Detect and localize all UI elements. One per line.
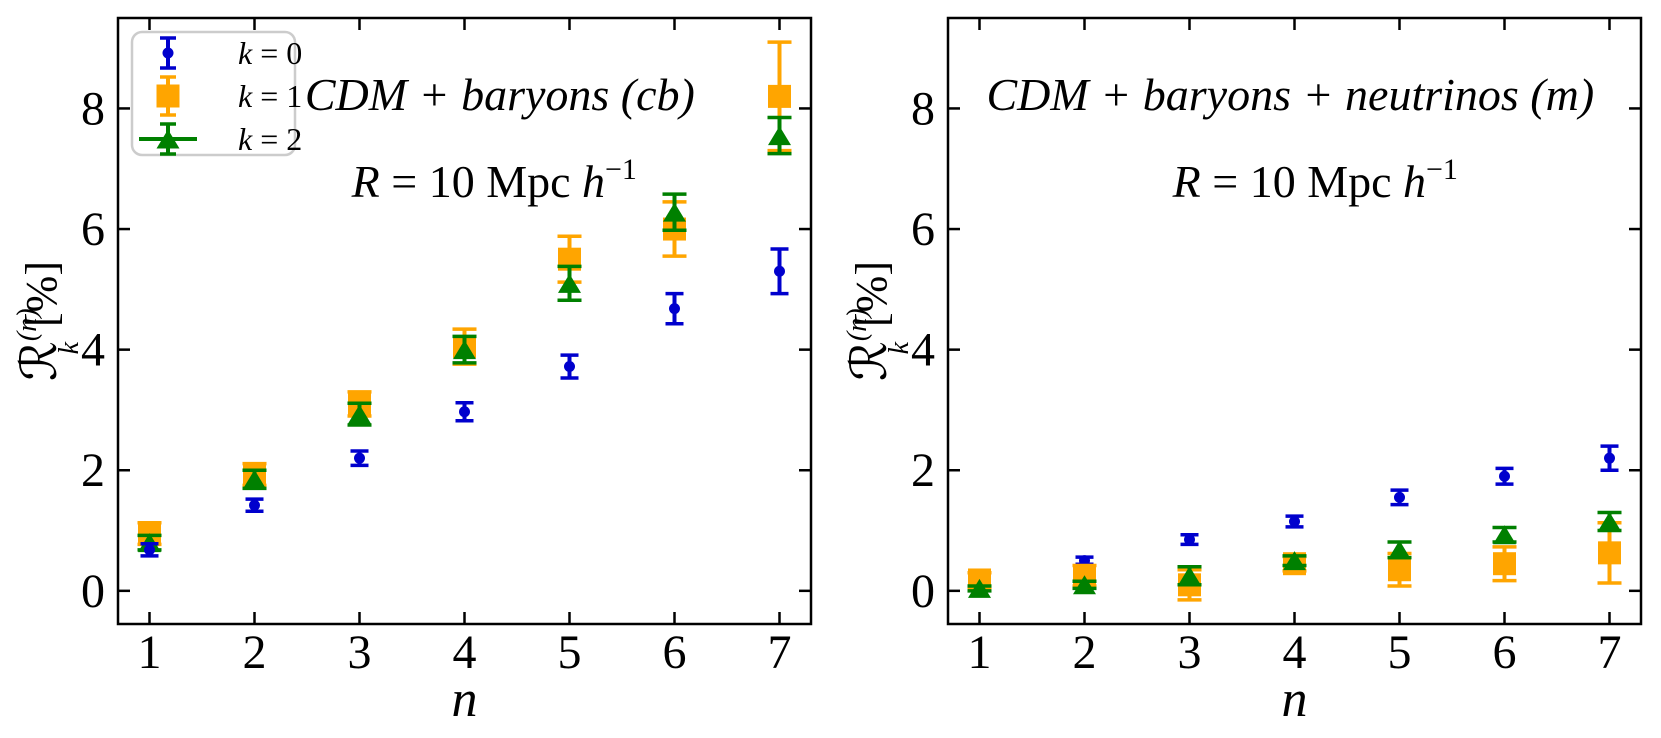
x-tick-label: 2 [243,626,267,679]
x-tick-label: 6 [1493,626,1517,679]
panel-subtitle: R = 10 Mpc h−1 [351,153,637,207]
data-point-circle [1394,491,1405,503]
panel-subtitle: R = 10 Mpc h−1 [1172,153,1458,207]
data-point-circle [1499,470,1510,482]
x-tick-label: 3 [1178,626,1202,679]
data-point-triangle [1388,540,1411,560]
data-point-circle [459,406,470,418]
data-point-circle [249,499,260,511]
data-point-triangle [243,469,266,489]
data-point-circle [1184,534,1195,546]
y-tick-label: 4 [911,324,935,377]
data-point-circle [669,303,680,315]
x-axis-label: n [452,671,478,728]
x-tick-label: 7 [768,626,792,679]
data-point-circle [144,544,155,556]
data-point-circle [564,361,575,373]
x-tick-label: 6 [663,626,687,679]
panel-title: CDM + baryons (cb) [305,69,695,120]
data-point-circle [354,452,365,464]
data-point-square [1388,558,1411,582]
data-point-triangle [453,340,476,360]
y-tick-label: 0 [911,565,935,618]
x-tick-label: 3 [348,626,372,679]
data-point-triangle [156,129,180,149]
data-point-circle [1079,555,1090,567]
data-point-triangle [1283,551,1306,571]
data-point-circle [774,265,785,277]
left-panel: 1 2 3 4 5 6 7 0 2 4 6 8 CDM + baryons (cb) R = 10 Mpc… [10,16,813,728]
x-tick-label: 1 [138,626,162,679]
series-k2 [967,510,1622,598]
series-k0 [140,247,789,558]
y-axis-label: ℛ(n)k [%] [840,261,915,381]
x-axis-label: n [1282,671,1308,728]
data-point-square [156,84,180,108]
plot-frame [116,16,813,626]
x-tick-label: 4 [1283,626,1307,679]
y-tick-label: 8 [911,82,935,135]
data-point-triangle [348,404,371,424]
data-point-triangle [663,202,686,222]
x-tick-label: 1 [968,626,992,679]
panel-title: CDM + baryons + neutrinos (m) [987,69,1595,120]
data-point-circle [1289,515,1300,527]
data-point-circle [1604,452,1615,464]
series-k2 [137,115,792,553]
y-tick-label: 6 [911,203,935,256]
legend-item-k1: k = 1 [156,75,302,117]
y-tick-label: 2 [81,444,105,497]
x-tick-label: 2 [1073,626,1097,679]
legend-label: k = 2 [238,121,302,157]
data-point-triangle [1493,525,1516,545]
legend: k = 0 k = 1 k = 2 [130,30,302,157]
legend-item-k0: k = 0 [160,35,302,71]
y-axis-label: ℛ(n)k [%] [10,261,85,381]
legend-item-k2: k = 2 [139,121,302,157]
data-point-square [1493,552,1516,576]
legend-label: k = 1 [238,78,302,114]
x-tick-label: 7 [1598,626,1622,679]
data-point-triangle [768,126,791,146]
y-tick-label: 4 [81,324,105,377]
legend-label: k = 0 [238,35,302,71]
data-point-circle [162,47,174,59]
y-tick-label: 0 [81,565,105,618]
data-point-triangle [1598,511,1621,531]
y-tick-label: 6 [81,203,105,256]
data-point-triangle [1178,566,1201,586]
plot-frame [946,16,1643,626]
x-tick-label: 4 [453,626,477,679]
data-point-triangle [968,578,991,598]
x-tick-label: 5 [558,626,582,679]
x-tick-label: 5 [1388,626,1412,679]
data-point-square [1598,541,1621,565]
data-point-triangle [558,273,581,293]
data-point-square [768,84,791,108]
y-tick-label: 8 [81,82,105,135]
y-tick-label: 2 [911,444,935,497]
right-panel: 1 2 3 4 5 6 7 0 2 4 6 8 CDM + baryons + neutrinos (m… [840,16,1643,728]
data-point-triangle [1073,575,1096,595]
